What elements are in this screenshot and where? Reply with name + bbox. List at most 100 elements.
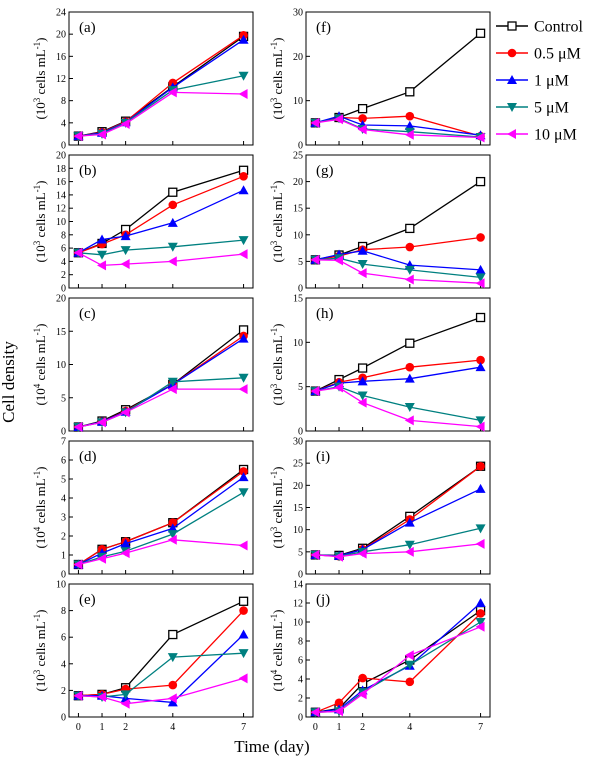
y-tick-label: 0: [61, 141, 66, 152]
panel-f: 0 10 20 30 (f) (103 cells mL-1): [269, 8, 491, 152]
y-unit-label-part: (10: [33, 388, 48, 405]
y-unit-label-part: 3: [32, 669, 42, 674]
data-point: [97, 250, 108, 260]
data-point: [405, 677, 415, 687]
y-tick-label: 20: [56, 30, 66, 41]
y-unit-label-part: ): [33, 180, 48, 184]
y-tick-label: 24: [56, 8, 66, 19]
data-point: [405, 338, 415, 348]
data-point: [404, 517, 415, 527]
data-point: [475, 538, 485, 549]
legend-label: 0.5 μM: [534, 46, 581, 63]
y-unit-label-part: -1: [269, 471, 279, 479]
data-point: [238, 249, 248, 260]
y-tick-label: 0: [61, 284, 66, 295]
data-point: [238, 673, 248, 684]
y-unit-label-part: 3: [269, 526, 279, 531]
data-point: [168, 187, 178, 197]
y-unit-label-part: ): [270, 466, 285, 470]
y-tick-label: 25: [293, 151, 303, 162]
data-point: [120, 548, 130, 559]
data-point: [475, 132, 485, 143]
y-tick-label: 8: [298, 637, 303, 648]
data-point: [167, 87, 177, 98]
y-tick-label: 20: [56, 294, 66, 305]
y-unit-label-part: -1: [32, 614, 42, 622]
y-tick-label: 30: [293, 437, 303, 448]
y-tick-label: 16: [56, 52, 66, 63]
data-point: [167, 530, 178, 540]
data-point: [404, 403, 415, 413]
plot-frame: [68, 297, 254, 432]
data-point: [167, 534, 177, 545]
data-point: [357, 260, 368, 270]
data-point: [475, 362, 486, 372]
panel-label: (a): [79, 20, 96, 36]
y-tick-label: 5: [298, 382, 303, 393]
legend-marker: [507, 48, 517, 58]
data-point: [475, 312, 486, 323]
y-unit-label-part: (10: [33, 102, 48, 119]
series-line: [78, 600, 244, 697]
x-tick-label: 2: [123, 722, 128, 733]
y-tick-label: 1: [61, 551, 66, 562]
y-tick-label: 20: [293, 52, 303, 63]
series-1-m: [73, 185, 249, 257]
series-10-m: [310, 254, 485, 289]
data-point: [357, 103, 368, 114]
data-point: [238, 236, 249, 246]
panel-label: (d): [79, 449, 97, 465]
legend-label: Control: [534, 19, 583, 36]
data-point: [167, 256, 177, 267]
data-point: [334, 114, 344, 125]
y-unit-label: (104 cells mL-1): [32, 323, 48, 405]
y-tick-label: 5: [298, 257, 303, 268]
y-unit-label: (104 cells mL-1): [32, 466, 48, 548]
series-10-m: [310, 621, 485, 718]
y-unit-label-part: cells mL: [33, 335, 48, 383]
y-tick-label: 25: [293, 459, 303, 470]
y-unit-label-part: cells mL: [33, 621, 48, 669]
plot-frame: [68, 583, 254, 718]
y-unit-label: (103 cells mL-1): [269, 37, 285, 119]
plot-frame: [68, 440, 254, 575]
data-point: [475, 618, 486, 627]
data-point: [238, 596, 249, 606]
data-point: [73, 690, 83, 701]
data-point: [238, 384, 248, 395]
data-point: [404, 650, 414, 661]
data-point: [357, 689, 367, 700]
y-unit-label-part: (10: [270, 531, 285, 548]
y-unit-label: (103 cells mL-1): [269, 323, 285, 405]
series-10-m: [73, 87, 248, 142]
series-line: [315, 32, 482, 124]
data-point: [357, 268, 367, 279]
data-point: [238, 649, 249, 659]
data-point: [405, 242, 415, 252]
data-point: [238, 89, 248, 100]
y-tick-label: 10: [293, 230, 303, 241]
data-point: [476, 355, 485, 365]
series-10-m: [73, 534, 248, 570]
data-point: [310, 117, 320, 128]
series-line: [315, 465, 481, 557]
y-tick-label: 12: [56, 74, 66, 85]
data-point: [404, 120, 415, 130]
data-point: [239, 171, 248, 181]
series-control: [310, 176, 486, 265]
y-tick-label: 14: [293, 580, 303, 591]
data-point: [357, 245, 368, 255]
series-line: [315, 465, 481, 557]
y-unit-label-part: cells mL: [33, 478, 48, 526]
data-point: [238, 629, 249, 639]
legend-marker: [507, 103, 517, 112]
legend-marker: [507, 129, 516, 139]
series-line: [315, 602, 482, 713]
data-point: [475, 264, 486, 274]
data-point: [357, 124, 367, 135]
legend-item: 5 μM: [496, 100, 569, 117]
data-point: [475, 176, 486, 187]
y-unit-label-part: cells mL: [270, 192, 285, 240]
data-point: [405, 223, 415, 234]
